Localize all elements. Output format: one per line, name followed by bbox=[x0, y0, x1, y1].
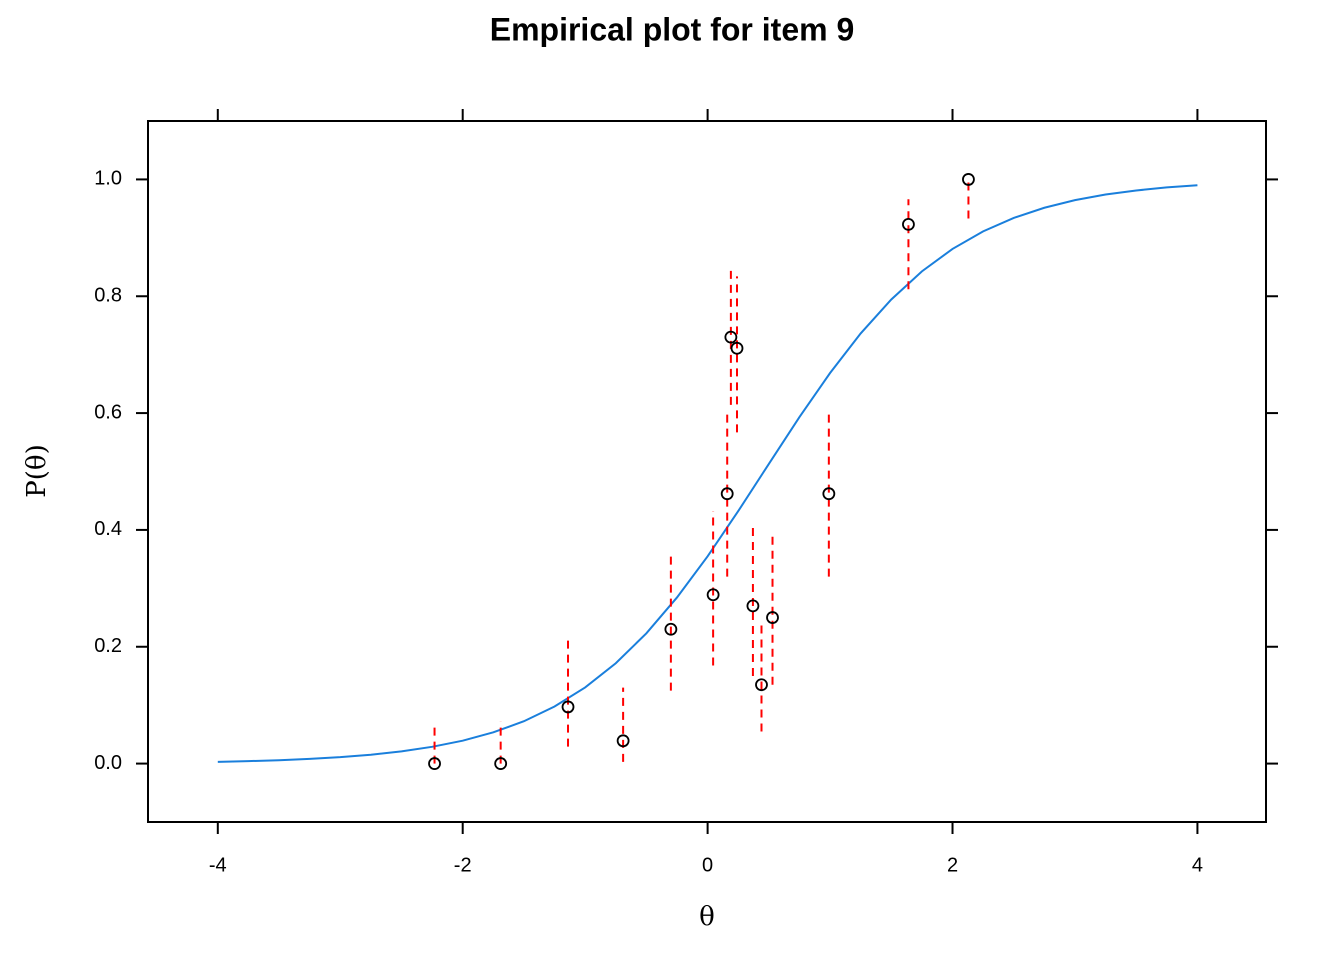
chart-title: Empirical plot for item 9 bbox=[490, 11, 855, 47]
x-tick-label: 4 bbox=[1192, 854, 1203, 876]
y-tick-label: 1.0 bbox=[94, 168, 122, 190]
data-point bbox=[724, 330, 738, 344]
data-point bbox=[720, 487, 734, 501]
y-axis-label: P(θ) bbox=[22, 444, 52, 497]
y-tick-label: 0.0 bbox=[94, 752, 122, 774]
x-tick-label: 2 bbox=[947, 854, 958, 876]
data-point bbox=[561, 700, 575, 714]
x-tick-label: -2 bbox=[454, 854, 472, 876]
x-tick-label: -4 bbox=[209, 854, 227, 876]
x-axis-label: θ bbox=[699, 902, 715, 932]
data-point bbox=[706, 588, 720, 602]
y-tick-label: 0.2 bbox=[94, 635, 122, 657]
data-point bbox=[428, 757, 441, 770]
plot-frame bbox=[147, 120, 1267, 823]
data-point bbox=[494, 757, 508, 770]
data-point bbox=[755, 678, 768, 692]
fitted-curve bbox=[217, 184, 1198, 763]
data-point bbox=[746, 599, 760, 613]
data-point bbox=[664, 622, 678, 636]
data-point bbox=[822, 487, 836, 501]
y-tick-label: 0.4 bbox=[94, 518, 122, 540]
x-tick-label: 0 bbox=[702, 854, 713, 876]
data-point bbox=[902, 217, 915, 231]
data-point bbox=[616, 734, 630, 748]
data-point bbox=[766, 611, 779, 624]
data-point bbox=[962, 173, 975, 186]
y-tick-label: 0.6 bbox=[94, 401, 122, 423]
data-point bbox=[730, 341, 744, 355]
y-tick-label: 0.8 bbox=[94, 285, 122, 307]
